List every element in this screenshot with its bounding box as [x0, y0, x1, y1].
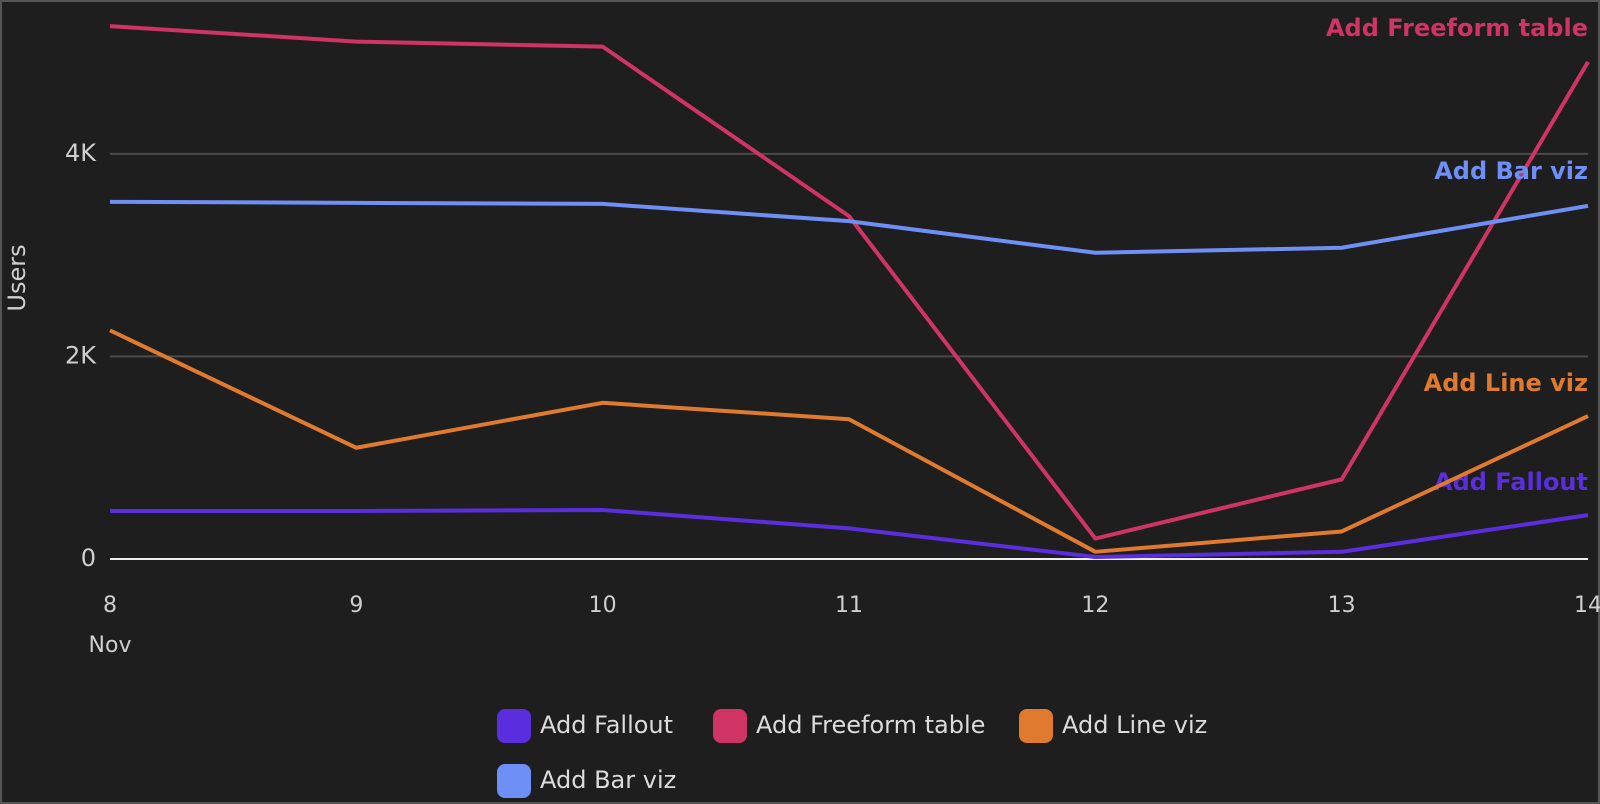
series-line [110, 507, 1589, 559]
series-line [109, 328, 1589, 554]
legend-label: Add Line viz [1062, 711, 1207, 739]
direct-label: Add Line viz [1424, 369, 1588, 397]
x-tick-label: 12 [1081, 593, 1109, 618]
direct-label: Add Fallout [1434, 468, 1588, 496]
legend-swatch [713, 709, 747, 743]
y-tick-label: 2K [65, 341, 97, 369]
x-tick-label: 14 [1574, 593, 1600, 618]
y-axis-label: Users [3, 244, 31, 311]
series-line [109, 24, 1590, 541]
y-tick-label: 4K [65, 139, 97, 167]
legend-label: Add Fallout [540, 711, 673, 739]
x-tick-label: 8 [103, 593, 117, 618]
legend-swatch [497, 709, 531, 743]
x-tick-label: 11 [835, 593, 863, 618]
direct-label: Add Freeform table [1326, 14, 1588, 42]
legend-swatch [497, 764, 531, 798]
x-tick-label: 13 [1328, 593, 1356, 618]
legend-label: Add Freeform table [756, 711, 985, 739]
x-sublabel: Nov [89, 633, 132, 658]
x-tick-label: 9 [349, 593, 363, 618]
x-tick-label: 10 [589, 593, 617, 618]
legend-swatch [1019, 709, 1053, 743]
direct-label: Add Bar viz [1434, 157, 1588, 185]
series-line [109, 199, 1589, 255]
y-tick-label: 0 [81, 544, 96, 572]
legend-label: Add Bar viz [540, 766, 676, 794]
